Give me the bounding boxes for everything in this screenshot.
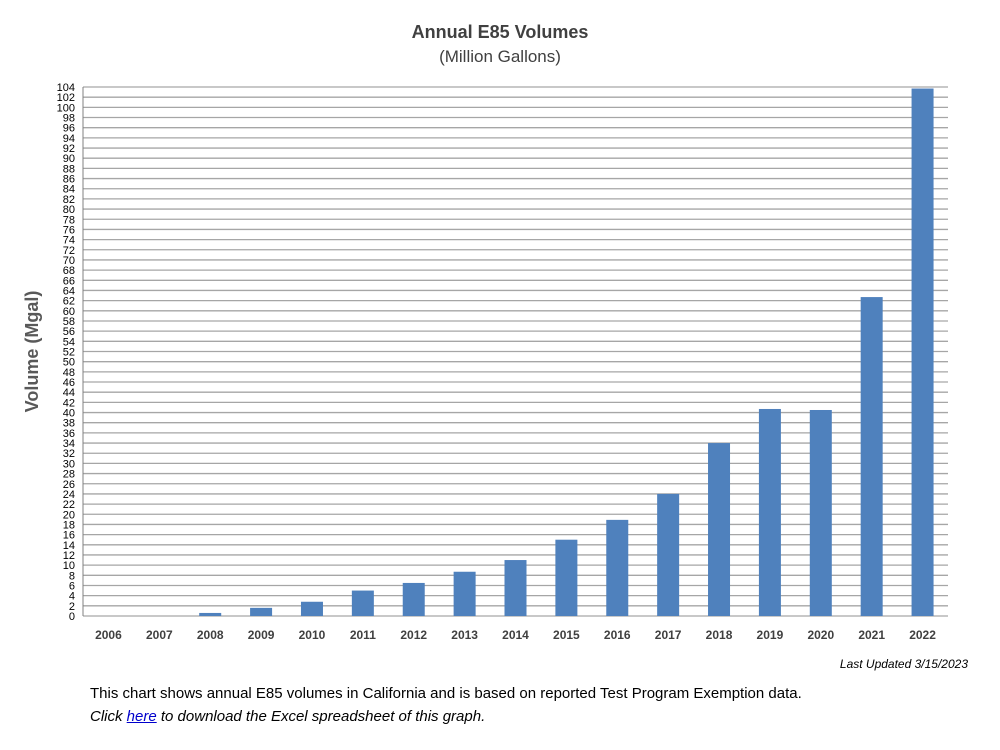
bar-2016 (606, 519, 629, 616)
y-tick-label: 40 (63, 408, 75, 420)
x-tick-label: 2022 (909, 628, 936, 642)
y-tick-label: 104 (57, 82, 75, 94)
y-tick-label: 8 (69, 570, 75, 582)
y-tick-label: 58 (63, 316, 75, 328)
bar-2009 (250, 607, 273, 616)
chart-description: This chart shows annual E85 volumes in C… (90, 685, 802, 702)
y-tick-label: 20 (63, 509, 75, 521)
bar-2012 (402, 582, 425, 616)
y-tick-label: 98 (63, 113, 75, 125)
y-tick-label: 22 (63, 499, 75, 511)
y-tick-label: 76 (63, 224, 75, 236)
y-tick-label: 86 (63, 174, 75, 186)
y-tick-label: 4 (69, 591, 75, 603)
y-tick-label: 48 (63, 367, 75, 379)
y-tick-label: 68 (63, 265, 75, 277)
y-tick-label: 62 (63, 296, 75, 308)
bar-2008 (199, 612, 222, 616)
y-tick-label: 66 (63, 275, 75, 287)
y-tick-label: 34 (63, 438, 75, 450)
bar-2018 (708, 443, 731, 616)
y-tick-label: 26 (63, 479, 75, 491)
y-tick-label: 56 (63, 326, 75, 338)
y-tick-label: 90 (63, 153, 75, 165)
y-tick-label: 74 (63, 235, 75, 247)
y-tick-label: 42 (63, 397, 75, 409)
download-text: to download the Excel spreadsheet of thi… (156, 708, 486, 725)
chart-subtitle: (Million Gallons) (439, 47, 561, 66)
y-tick-label: 80 (63, 204, 75, 216)
y-tick-label: 94 (63, 133, 75, 145)
bar-2015 (555, 539, 578, 616)
y-tick-label: 46 (63, 377, 75, 389)
y-tick-label: 18 (63, 519, 75, 531)
y-tick-label: 0 (69, 611, 75, 623)
x-tick-label: 2018 (706, 628, 733, 642)
x-tick-label: 2011 (350, 628, 376, 642)
download-note: Click here to download the Excel spreads… (90, 708, 485, 725)
y-tick-label: 82 (63, 194, 75, 206)
y-tick-label: 70 (63, 255, 75, 267)
y-tick-label: 14 (63, 540, 75, 552)
chart-title: Annual E85 Volumes (411, 22, 589, 42)
y-tick-label: 32 (63, 448, 75, 460)
y-tick-label: 12 (63, 550, 75, 562)
bar-chart: 0246810121416182022242628303234363840424… (22, 82, 948, 642)
y-tick-label: 100 (57, 102, 75, 114)
x-tick-label: 2015 (553, 628, 580, 642)
y-tick-label: 78 (63, 214, 75, 226)
y-tick-label: 24 (63, 489, 75, 501)
y-tick-label: 64 (63, 285, 75, 297)
y-tick-label: 36 (63, 428, 75, 440)
x-tick-label: 2008 (197, 628, 224, 642)
y-tick-label: 84 (63, 184, 75, 196)
y-axis-label: Volume (Mgal) (22, 291, 42, 413)
x-tick-label: 2016 (604, 628, 631, 642)
bar-2022 (911, 88, 934, 617)
y-tick-label: 96 (63, 123, 75, 135)
x-tick-label: 2009 (248, 628, 275, 642)
y-tick-label: 44 (63, 387, 75, 399)
y-tick-label: 52 (63, 347, 75, 359)
y-tick-label: 54 (63, 336, 75, 348)
y-tick-label: 72 (63, 245, 75, 257)
x-tick-label: 2013 (451, 628, 478, 642)
y-tick-label: 30 (63, 458, 75, 470)
x-tick-label: 2021 (858, 628, 885, 642)
click-text: Click (90, 708, 127, 725)
bar-2017 (657, 493, 680, 616)
bar-2014 (504, 560, 527, 616)
last-updated: Last Updated 3/15/2023 (839, 657, 968, 671)
bar-2010 (300, 601, 323, 616)
x-tick-label: 2007 (146, 628, 173, 642)
y-tick-label: 16 (63, 530, 75, 542)
y-tick-label: 50 (63, 357, 75, 369)
y-tick-label: 28 (63, 469, 75, 481)
bar-2019 (758, 408, 781, 616)
bar-2020 (809, 409, 832, 616)
y-tick-label: 2 (69, 601, 75, 613)
y-tick-label: 88 (63, 163, 75, 175)
y-tick-label: 38 (63, 418, 75, 430)
y-tick-label: 6 (69, 580, 75, 592)
x-tick-label: 2020 (807, 628, 834, 642)
y-tick-label: 60 (63, 306, 75, 318)
y-tick-label: 92 (63, 143, 75, 155)
y-tick-label: 102 (57, 92, 75, 104)
y-tick-label: 10 (63, 560, 75, 572)
x-tick-label: 2017 (655, 628, 682, 642)
x-tick-label: 2012 (400, 628, 427, 642)
bar-2013 (453, 571, 476, 616)
x-tick-label: 2014 (502, 628, 529, 642)
bar-2021 (860, 297, 883, 616)
x-tick-label: 2006 (95, 628, 122, 642)
x-tick-label: 2010 (299, 628, 326, 642)
bar-2011 (351, 590, 374, 616)
x-tick-label: 2019 (757, 628, 784, 642)
download-link[interactable]: here (126, 708, 157, 725)
